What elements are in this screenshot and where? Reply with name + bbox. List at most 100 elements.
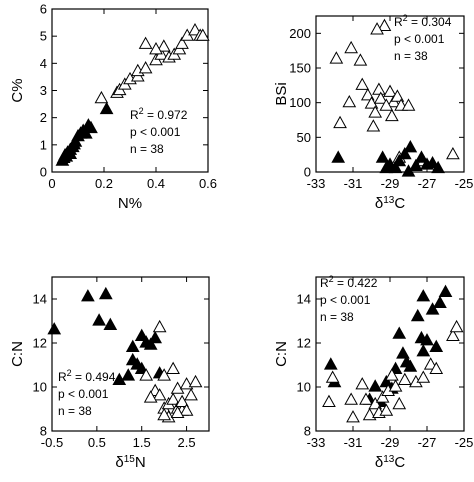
filled-triangle-point [143, 337, 158, 350]
x-axis-label: δ13C [375, 195, 405, 213]
open-triangle-point [139, 368, 154, 381]
stats-annotation-base: R [394, 15, 403, 29]
open-triangle-point [166, 361, 180, 375]
y-axis-label: C:N [9, 341, 26, 367]
panel-4: -33 -31 -29 -27 -25 8 10 12 14 δ13C C:N R2 = 0.422 p… [273, 274, 473, 471]
x-tick-label: -31 [344, 176, 363, 191]
x-axis-label: N% [118, 195, 142, 212]
open-triangle-point [360, 88, 375, 101]
open-triangle-point [175, 36, 189, 49]
stats-annotation: p < 0.001 [394, 32, 445, 46]
open-triangle-point [392, 396, 407, 410]
x-axis-label-base: δ [115, 454, 123, 471]
filled-triangle-point [379, 160, 394, 174]
filled-triangle-point [416, 344, 431, 357]
y-axis-label: C:N [273, 341, 290, 367]
filled-triangle-point [403, 140, 418, 153]
filled-triangle-point [410, 308, 425, 322]
open-triangle-point [355, 77, 370, 90]
filled-triangle-point [388, 160, 403, 174]
open-triangle-point [401, 98, 416, 111]
x-tick-label: -33 [307, 435, 326, 450]
stats-annotation: n = 38 [394, 49, 428, 63]
open-triangle-point [138, 36, 153, 49]
filled-triangle-point [148, 330, 163, 344]
y-tick-label: 2 [40, 110, 47, 125]
filled-triangle-point [99, 101, 114, 115]
open-triangle-point [138, 61, 153, 74]
x-tick-label: 2.5 [178, 435, 196, 450]
y-tick-label: 14 [297, 292, 311, 307]
filled-triangle-point [392, 326, 407, 339]
open-triangle-point [346, 410, 360, 423]
x-axis-label-base: δ [375, 195, 383, 212]
stats-annotation-base: R [130, 108, 139, 122]
open-triangle-point [149, 42, 163, 55]
filled-triangle-point [396, 346, 410, 359]
stats-annotation-sup: 2 [329, 274, 334, 284]
filled-triangle-point [401, 164, 416, 177]
open-triangle-point [322, 394, 336, 408]
filled-triangle-point [84, 120, 98, 134]
x-tick-label: -29 [381, 176, 400, 191]
stats-annotation-rest: = 0.304 [408, 15, 452, 29]
open-triangle-point [379, 98, 394, 111]
open-triangle-point [368, 396, 383, 410]
x-axis-label-sup: 13 [383, 454, 395, 465]
stats-annotation-rest: = 0.422 [334, 276, 378, 290]
open-triangle-point [355, 377, 370, 390]
panel-3: -0.5 0.5 1.5 2.5 8 10 12 14 δ15N C:N R2 = 0.494 p <… [9, 276, 210, 471]
x-tick-label: -27 [418, 176, 437, 191]
open-triangle-point [373, 91, 388, 104]
y-axis-label: C% [9, 78, 26, 102]
stats-annotation-sup: 2 [139, 106, 144, 116]
filled-triangle-point [425, 302, 440, 315]
panel-2: -33 -31 -29 -27 -25 0 50 100 150 200 δ13C BSi R2 = 0… [273, 13, 473, 212]
filled-triangle-point [425, 155, 440, 169]
open-triangle-point [188, 374, 203, 388]
stats-annotation: R2 = 0.422 [320, 274, 378, 290]
y-tick-label: 8 [40, 424, 47, 439]
open-triangle-point [143, 390, 158, 403]
x-tick-label: -31 [344, 435, 363, 450]
x-tick-label: 0.4 [147, 176, 165, 191]
open-triangle-point [152, 388, 167, 401]
open-triangle-point [195, 28, 210, 41]
open-triangle-point [385, 108, 399, 122]
filled-triangle-point [331, 150, 346, 163]
filled-triangle-point [414, 150, 429, 163]
stats-annotation: p < 0.001 [130, 125, 181, 139]
open-triangle-point [383, 84, 397, 97]
open-triangle-point [333, 115, 347, 129]
open-triangle-point [344, 392, 358, 405]
x-axis-label-sup: 13 [383, 195, 395, 206]
filled-triangle-point [397, 146, 412, 160]
y-tick-label: 0 [304, 165, 311, 180]
filled-triangle-point [92, 313, 106, 326]
open-triangle-point [372, 82, 386, 95]
y-tick-label: 5 [40, 29, 47, 44]
filled-triangle-point [98, 286, 113, 300]
y-tick-label: 150 [289, 61, 311, 76]
filled-triangle-point [81, 289, 95, 302]
open-triangle-point [449, 319, 464, 333]
y-tick-label: 10 [33, 380, 47, 395]
open-triangle-point [179, 403, 194, 416]
open-triangle-point [170, 405, 185, 419]
x-tick-label: 0.5 [88, 435, 106, 450]
open-triangle-point [353, 53, 368, 66]
y-tick-label: 6 [40, 2, 47, 17]
filled-triangle-point [125, 339, 140, 353]
x-axis-label-rest: C [394, 195, 405, 212]
filled-triangle-point [438, 284, 453, 298]
x-axis-label-rest: C [394, 454, 405, 471]
stats-annotation: R2 = 0.494 [58, 368, 116, 384]
x-tick-label: 0 [48, 176, 55, 191]
x-tick-label: 0.6 [199, 176, 217, 191]
filled-triangle-point [323, 357, 338, 370]
open-triangle-point [184, 388, 198, 401]
open-triangle-point [366, 119, 381, 132]
x-tick-label: -27 [418, 435, 437, 450]
open-triangle-point [379, 403, 394, 416]
plot-frame [51, 276, 210, 432]
